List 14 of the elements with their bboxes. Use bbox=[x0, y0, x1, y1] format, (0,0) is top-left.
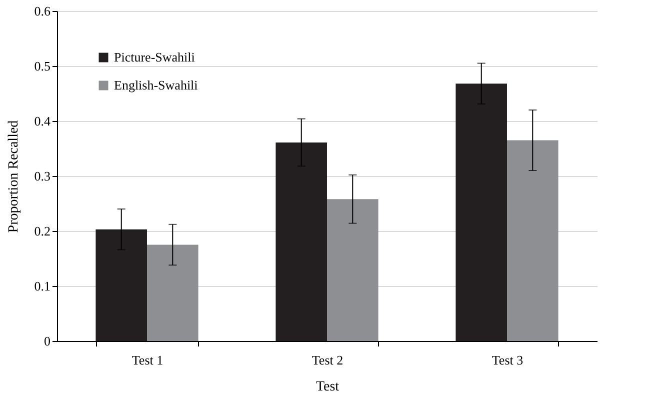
y-tick-label: 0 bbox=[44, 334, 50, 348]
y-tick-label: 0.6 bbox=[34, 4, 51, 18]
y-tick-label: 0.2 bbox=[34, 224, 50, 238]
x-tick-label: Test 2 bbox=[312, 352, 344, 368]
y-tick-label: 0.4 bbox=[34, 114, 51, 128]
x-tick-label: Test 3 bbox=[492, 352, 524, 368]
x-axis-title: Test bbox=[316, 380, 340, 394]
legend-label: Picture-Swahili bbox=[114, 50, 196, 64]
y-axis-title: Proportion Recalled bbox=[6, 120, 22, 233]
x-tick-label: Test 1 bbox=[132, 352, 164, 368]
legend-label: English-Swahili bbox=[114, 78, 198, 92]
y-tick-label: 0.3 bbox=[34, 168, 50, 184]
y-tick-label: 0.5 bbox=[34, 58, 50, 74]
y-tick-label: 0.1 bbox=[34, 278, 50, 294]
